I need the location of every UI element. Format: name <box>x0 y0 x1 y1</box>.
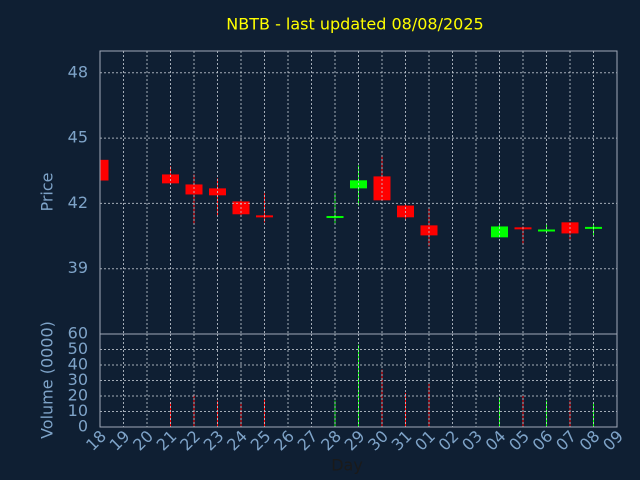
candle-body <box>420 225 438 236</box>
y-tick-label: 0 <box>78 417 88 436</box>
candle-body <box>100 159 109 181</box>
y-axis-label: Price <box>38 172 57 211</box>
y-tick-label: 42 <box>68 193 88 212</box>
y-tick-label: 39 <box>68 258 88 277</box>
y-tick-label: 30 <box>68 370 88 389</box>
candle-body <box>185 184 203 195</box>
y-axis-label: Volume (0000) <box>38 321 57 439</box>
candle-body <box>326 216 344 219</box>
candle-body <box>538 229 555 232</box>
y-tick-label: 48 <box>68 62 88 81</box>
y-tick-label: 10 <box>68 401 88 420</box>
candle-body <box>162 174 179 184</box>
x-axis-label: Day <box>331 456 363 475</box>
plot-frame <box>99 50 618 428</box>
y-tick-label: 45 <box>68 128 88 147</box>
y-tick-label: 20 <box>68 386 88 405</box>
y-tick-label: 50 <box>68 339 88 358</box>
y-tick-label: 60 <box>68 324 88 343</box>
y-tick-label: 40 <box>68 355 88 374</box>
chart-title: NBTB - last updated 08/08/2025 <box>226 15 483 34</box>
